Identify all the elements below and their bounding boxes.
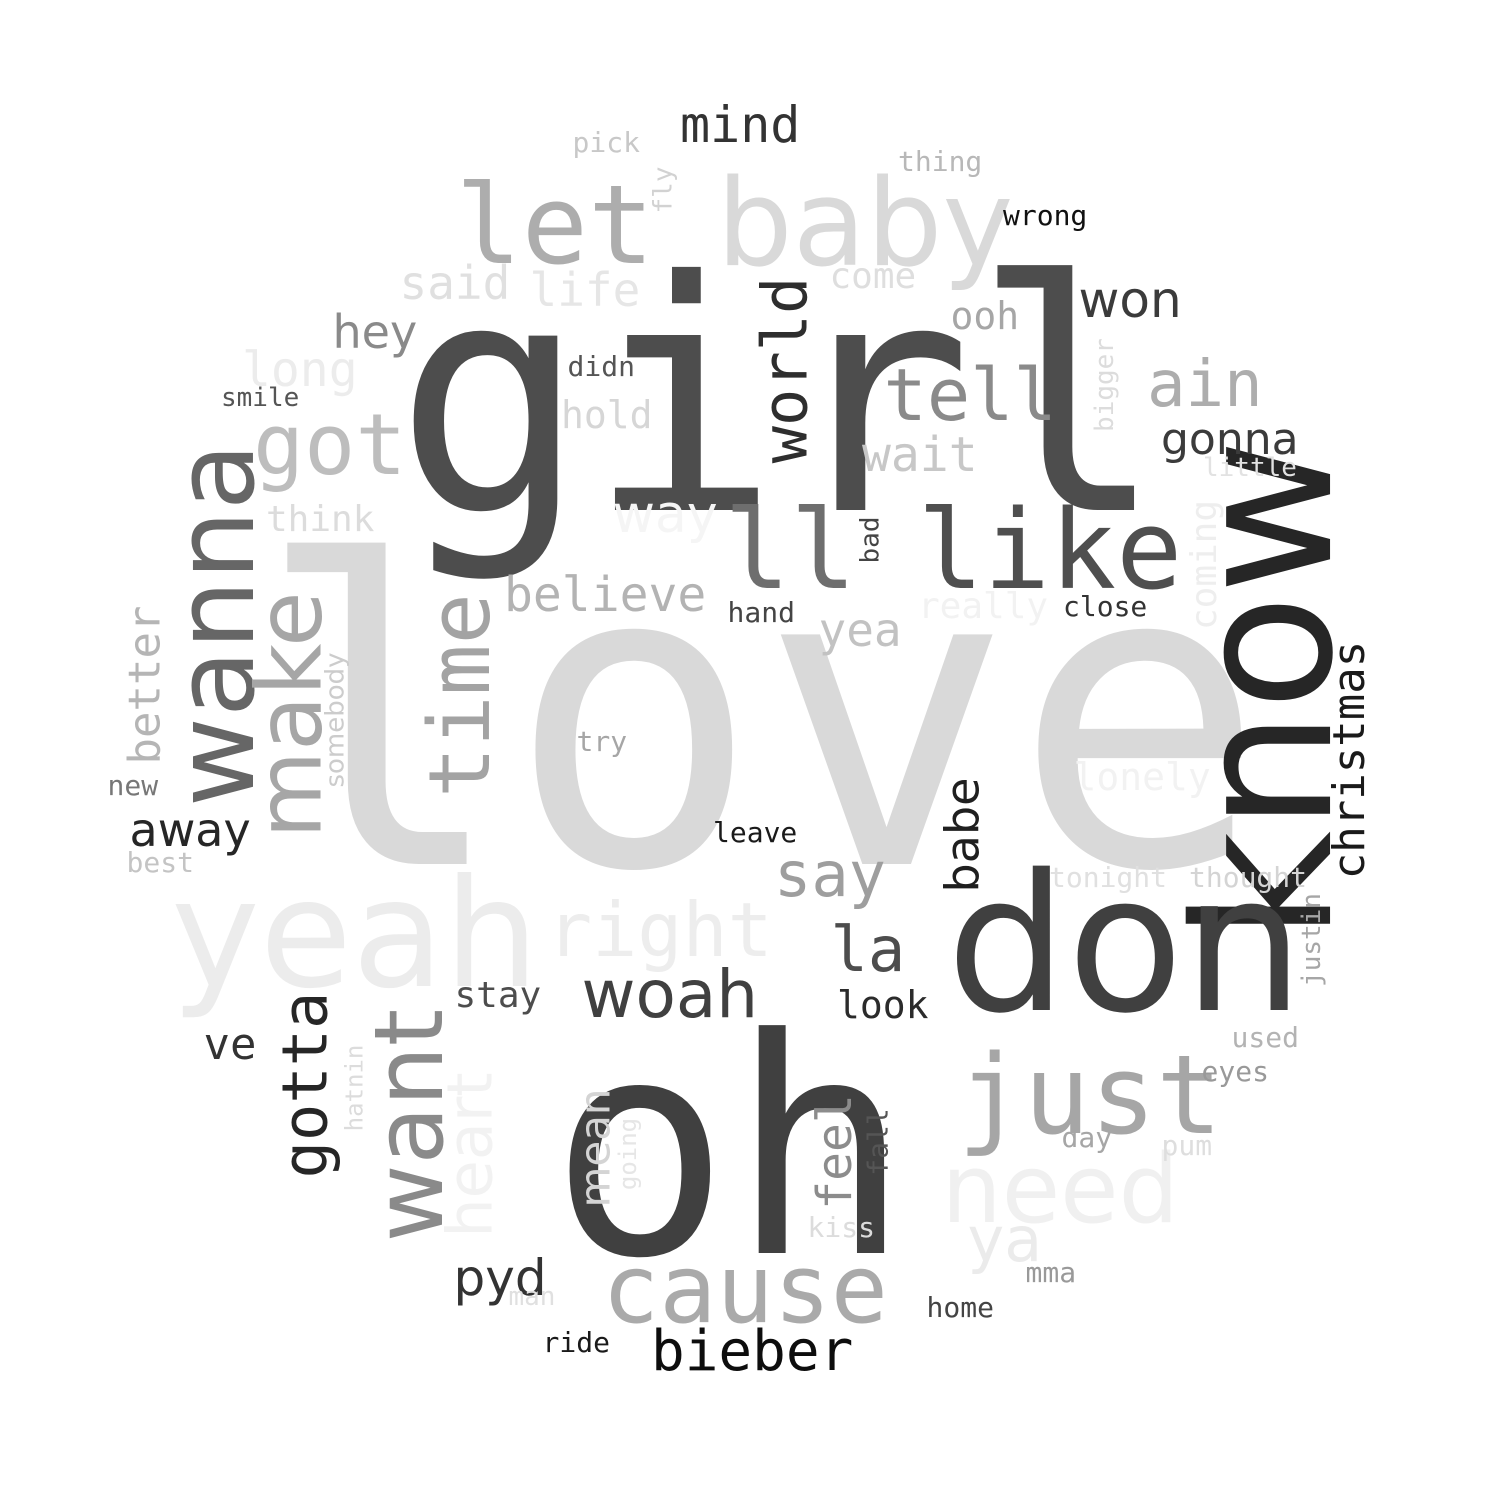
- word-wait: wait: [862, 427, 978, 483]
- word-kiss: kiss: [807, 1211, 875, 1244]
- word-mind: mind: [680, 96, 801, 154]
- word-close: close: [1063, 590, 1148, 623]
- word-world: world: [747, 276, 821, 464]
- word-best: best: [126, 846, 194, 879]
- word-come: come: [829, 256, 917, 297]
- word-life: life: [529, 263, 641, 317]
- word-babe: babe: [934, 777, 989, 893]
- word-new: new: [107, 769, 159, 802]
- word-say: say: [774, 838, 886, 911]
- word-hatnin: hatnin: [339, 1044, 368, 1132]
- word-la: la: [830, 913, 906, 986]
- word-smile: smile: [221, 383, 300, 413]
- word-better: better: [118, 605, 170, 765]
- word-thought: thought: [1189, 861, 1308, 894]
- word-just: just: [957, 1031, 1223, 1159]
- word-gonna: gonna: [1161, 414, 1299, 465]
- word-pum: pum: [1161, 1129, 1213, 1162]
- word-tell: tell: [883, 353, 1057, 437]
- word-thing: thing: [898, 145, 983, 178]
- word-feel: feel: [806, 1094, 863, 1210]
- word-fly: fly: [647, 166, 678, 214]
- word-baby: baby: [716, 155, 1014, 294]
- word-long: long: [242, 342, 358, 398]
- word-ya: ya: [967, 1203, 1043, 1276]
- word-fall: fall: [861, 1108, 895, 1176]
- word-stay: stay: [454, 975, 542, 1016]
- word-little: little: [1203, 453, 1297, 483]
- word-ve: ve: [203, 1019, 257, 1070]
- word-hold: hold: [561, 393, 653, 437]
- word-hey: hey: [332, 305, 418, 359]
- word-ooh: ooh: [950, 294, 1020, 338]
- word-wrong: wrong: [1003, 199, 1088, 232]
- word-really: really: [918, 586, 1049, 627]
- word-ll: ll: [724, 486, 857, 614]
- word-going: going: [614, 1117, 643, 1191]
- word-tonight: tonight: [1049, 861, 1168, 894]
- word-let: let: [455, 161, 655, 289]
- word-right: right: [547, 885, 773, 974]
- word-way: way: [612, 485, 718, 545]
- word-yea: yea: [818, 603, 902, 657]
- word-said: said: [399, 256, 511, 310]
- word-pick: pick: [572, 126, 640, 159]
- word-man: man: [508, 1282, 556, 1312]
- word-try: try: [576, 725, 628, 758]
- word-need: need: [941, 1134, 1179, 1245]
- word-woah: woah: [581, 956, 759, 1033]
- word-away: away: [129, 803, 251, 857]
- word-heart: heart: [433, 1072, 507, 1238]
- word-believe: believe: [504, 567, 707, 623]
- word-gotta: gotta: [267, 991, 341, 1179]
- word-leave: leave: [713, 816, 798, 849]
- word-bieber: bieber: [651, 1319, 854, 1384]
- word-like: like: [917, 486, 1183, 614]
- word-hand: hand: [727, 596, 795, 629]
- word-oh: oh: [549, 975, 911, 1324]
- word-mean: mean: [570, 1088, 620, 1208]
- word-christmas: christmas: [1324, 640, 1376, 880]
- word-don: don: [946, 834, 1304, 1055]
- word-somebody: somebody: [320, 652, 351, 788]
- word-won: won: [1078, 271, 1182, 329]
- word-ride: ride: [542, 1326, 610, 1359]
- word-bigger: bigger: [1089, 338, 1120, 432]
- word-girl: girl: [394, 214, 1166, 586]
- word-think: think: [266, 499, 375, 540]
- word-lonely: lonely: [1073, 755, 1211, 799]
- word-home: home: [926, 1291, 994, 1324]
- word-love: love: [254, 475, 1266, 964]
- word-mma: mma: [1025, 1256, 1077, 1289]
- word-time: time: [410, 592, 510, 798]
- word-used: used: [1231, 1021, 1299, 1054]
- word-eyes: eyes: [1201, 1055, 1269, 1088]
- word-justin: justin: [1296, 893, 1327, 987]
- word-yeah: yeah: [171, 848, 540, 1022]
- word-look: look: [837, 983, 929, 1027]
- word-day: day: [1061, 1121, 1113, 1154]
- word-coming: coming: [1184, 499, 1226, 631]
- word-cause: cause: [602, 1234, 888, 1345]
- word-got: got: [253, 395, 407, 495]
- word-didn: didn: [567, 350, 635, 383]
- word-bad: bad: [854, 516, 885, 564]
- word-pyd: pyd: [453, 1249, 547, 1307]
- word-ain: ain: [1147, 348, 1263, 422]
